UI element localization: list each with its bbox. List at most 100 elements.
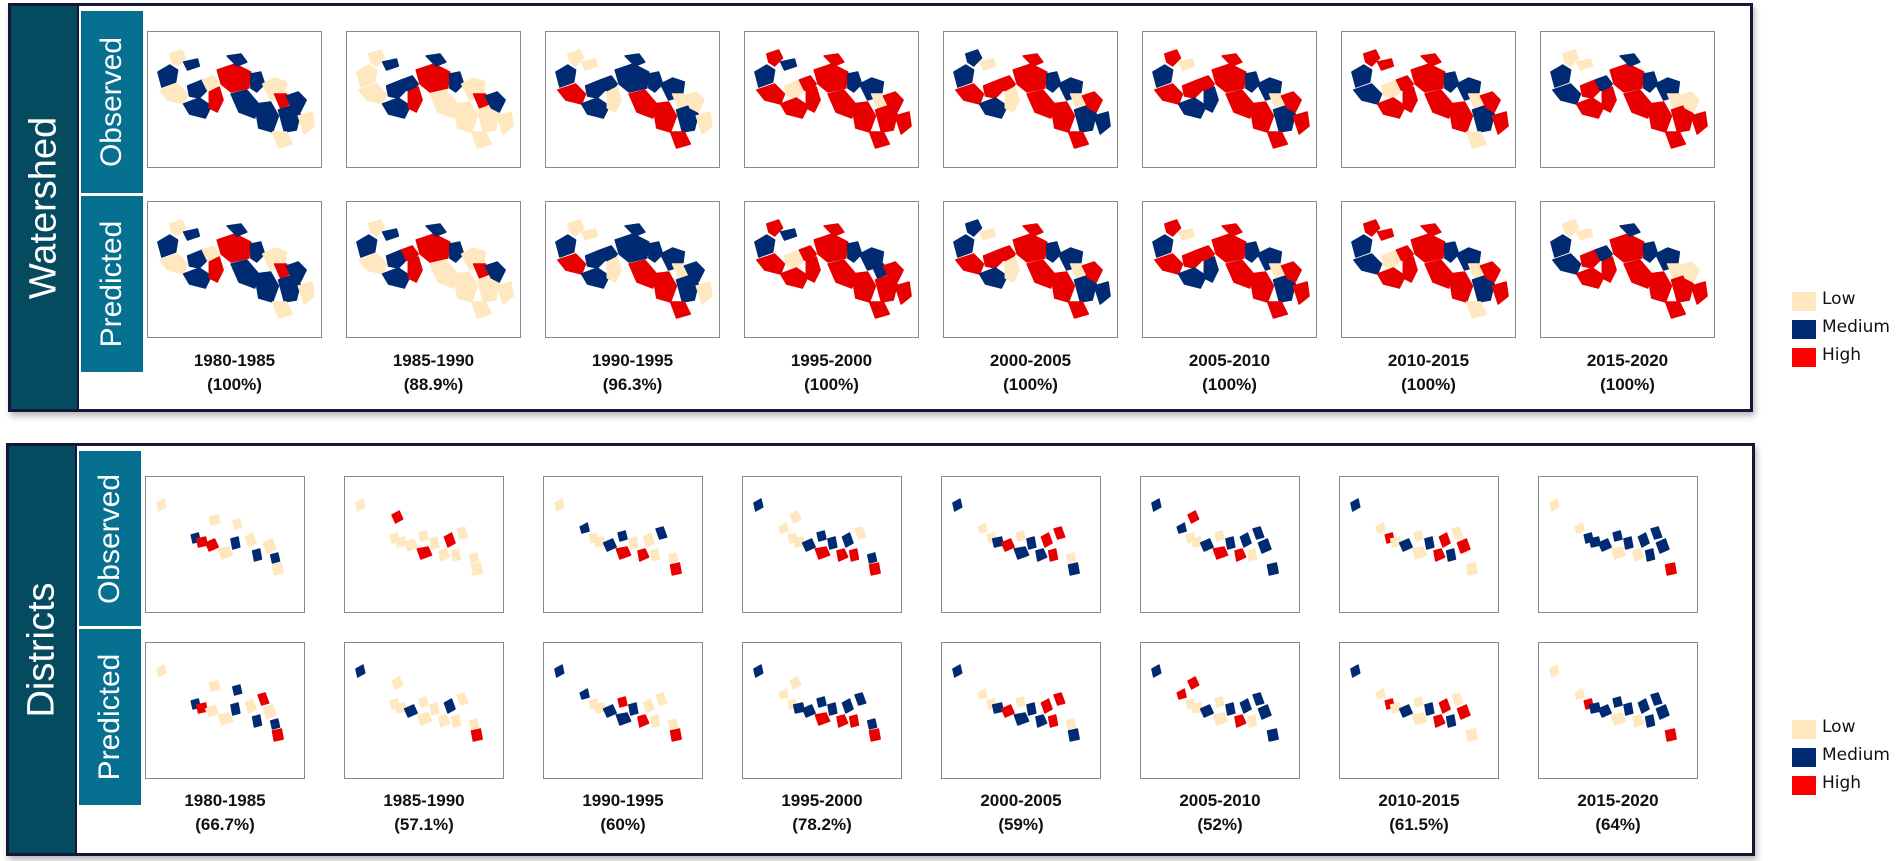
map-region-medium	[250, 241, 266, 263]
map-region-medium	[1424, 536, 1435, 550]
map-region-low	[1015, 696, 1026, 708]
map-region-medium	[584, 79, 607, 99]
districts-observed-map-1	[355, 498, 483, 576]
accuracy-label: (52%)	[1197, 815, 1243, 834]
map-region-medium	[1612, 530, 1623, 542]
map-region-low	[262, 704, 277, 720]
map-region-low	[368, 219, 386, 237]
districts-predicted-map-5	[1151, 664, 1279, 742]
map-region-high	[1433, 714, 1446, 728]
map-region-high	[1280, 261, 1302, 283]
row-label-text: Observed	[95, 36, 128, 168]
map-region-low	[453, 271, 479, 303]
map-region-high	[894, 111, 912, 135]
map-region-low	[156, 498, 167, 512]
map-region-medium	[1353, 253, 1383, 275]
map-region-high	[874, 275, 898, 303]
map-region-high	[1154, 253, 1184, 275]
map-region-medium	[449, 71, 465, 93]
watershed-observed-map-frame	[943, 31, 1118, 168]
map-region-medium	[1203, 86, 1219, 113]
watershed-predicted-map-frame	[147, 201, 322, 338]
period-caption: 2015-2020 (100%)	[1543, 349, 1713, 397]
districts-predicted-map-frame	[145, 642, 305, 779]
map-region-medium	[484, 91, 506, 113]
map-region-medium	[1471, 275, 1495, 303]
map-region-low	[1413, 530, 1424, 542]
map-region-low	[1632, 714, 1645, 728]
accuracy-label: (88.9%)	[403, 375, 464, 394]
period-label: 2000-2005	[989, 351, 1072, 370]
period-label: 1990-1995	[582, 791, 664, 810]
map-region-medium	[991, 702, 1005, 714]
map-region-high	[868, 131, 891, 149]
map-region-medium	[1013, 546, 1030, 560]
map-region-low	[368, 49, 386, 67]
map-region-medium	[655, 526, 668, 540]
map-region-medium	[1199, 538, 1214, 552]
map-region-high	[1067, 131, 1090, 149]
map-region-medium	[624, 53, 646, 67]
map-region-medium	[1151, 664, 1162, 678]
watershed-observed-map-5	[1152, 49, 1310, 149]
map-region-high	[813, 63, 849, 93]
map-region-high	[1491, 111, 1509, 135]
map-region-medium	[615, 712, 632, 726]
map-region-high	[652, 271, 678, 303]
map-region-high	[851, 271, 877, 303]
map-region-high	[1690, 281, 1708, 305]
period-label: 2015-2020	[1586, 351, 1669, 370]
map-region-high	[1154, 83, 1184, 105]
districts-observed-map-frame	[1140, 476, 1300, 613]
districts-observed-map-0	[156, 498, 284, 576]
map-region-high	[882, 261, 904, 283]
map-region-high	[1047, 714, 1059, 728]
map-region-low	[1465, 301, 1488, 319]
districts-predicted-map-frame	[1339, 642, 1499, 779]
map-region-medium	[1612, 696, 1623, 708]
watershed-predicted-map-frame	[943, 201, 1118, 338]
map-region-low	[1004, 256, 1020, 283]
map-region-medium	[555, 64, 577, 88]
map-region-medium	[1152, 64, 1174, 88]
map-region-low	[468, 718, 480, 730]
districts-observed-map-frame	[1339, 476, 1499, 613]
map-region-low	[476, 105, 500, 133]
map-region-medium	[952, 498, 963, 512]
map-region-high	[407, 86, 423, 113]
districts-observed-map-6	[1350, 498, 1478, 576]
map-region-medium	[1257, 538, 1272, 554]
map-region-high	[669, 562, 682, 576]
watershed-predicted-map-frame	[545, 201, 720, 338]
period-label: 2010-2015	[1387, 351, 1470, 370]
map-region-low	[593, 702, 607, 714]
map-region-low	[695, 111, 713, 135]
low-swatch	[1792, 292, 1816, 311]
map-region-high	[1664, 562, 1677, 576]
row-label-text: Predicted	[93, 653, 126, 781]
map-region-low	[1678, 91, 1700, 113]
map-region-high	[848, 548, 860, 562]
map-region-high	[1456, 538, 1471, 554]
map-region-medium	[1073, 275, 1097, 303]
map-region-low	[1465, 728, 1478, 742]
map-region-medium	[1424, 702, 1435, 716]
watershed-observed-map-frame	[1142, 31, 1317, 168]
map-region-high	[415, 63, 451, 93]
map-region-medium	[251, 548, 263, 562]
map-region-low	[783, 249, 806, 269]
districts-predicted-map-6	[1350, 664, 1478, 742]
map-region-low	[1610, 712, 1627, 726]
map-region-high	[195, 536, 209, 548]
period-label: 1985-1990	[383, 791, 465, 810]
map-region-high	[1363, 49, 1381, 67]
map-region-low	[1190, 702, 1204, 714]
map-region-low	[418, 530, 429, 542]
map-region-medium	[1046, 71, 1062, 93]
map-region-low	[789, 676, 802, 690]
map-region-medium	[1067, 728, 1080, 742]
map-region-medium	[226, 53, 248, 67]
map-region-high	[470, 728, 483, 742]
period-caption: 2000-2005 (100%)	[946, 349, 1116, 397]
accuracy-label: (100%)	[804, 375, 859, 394]
